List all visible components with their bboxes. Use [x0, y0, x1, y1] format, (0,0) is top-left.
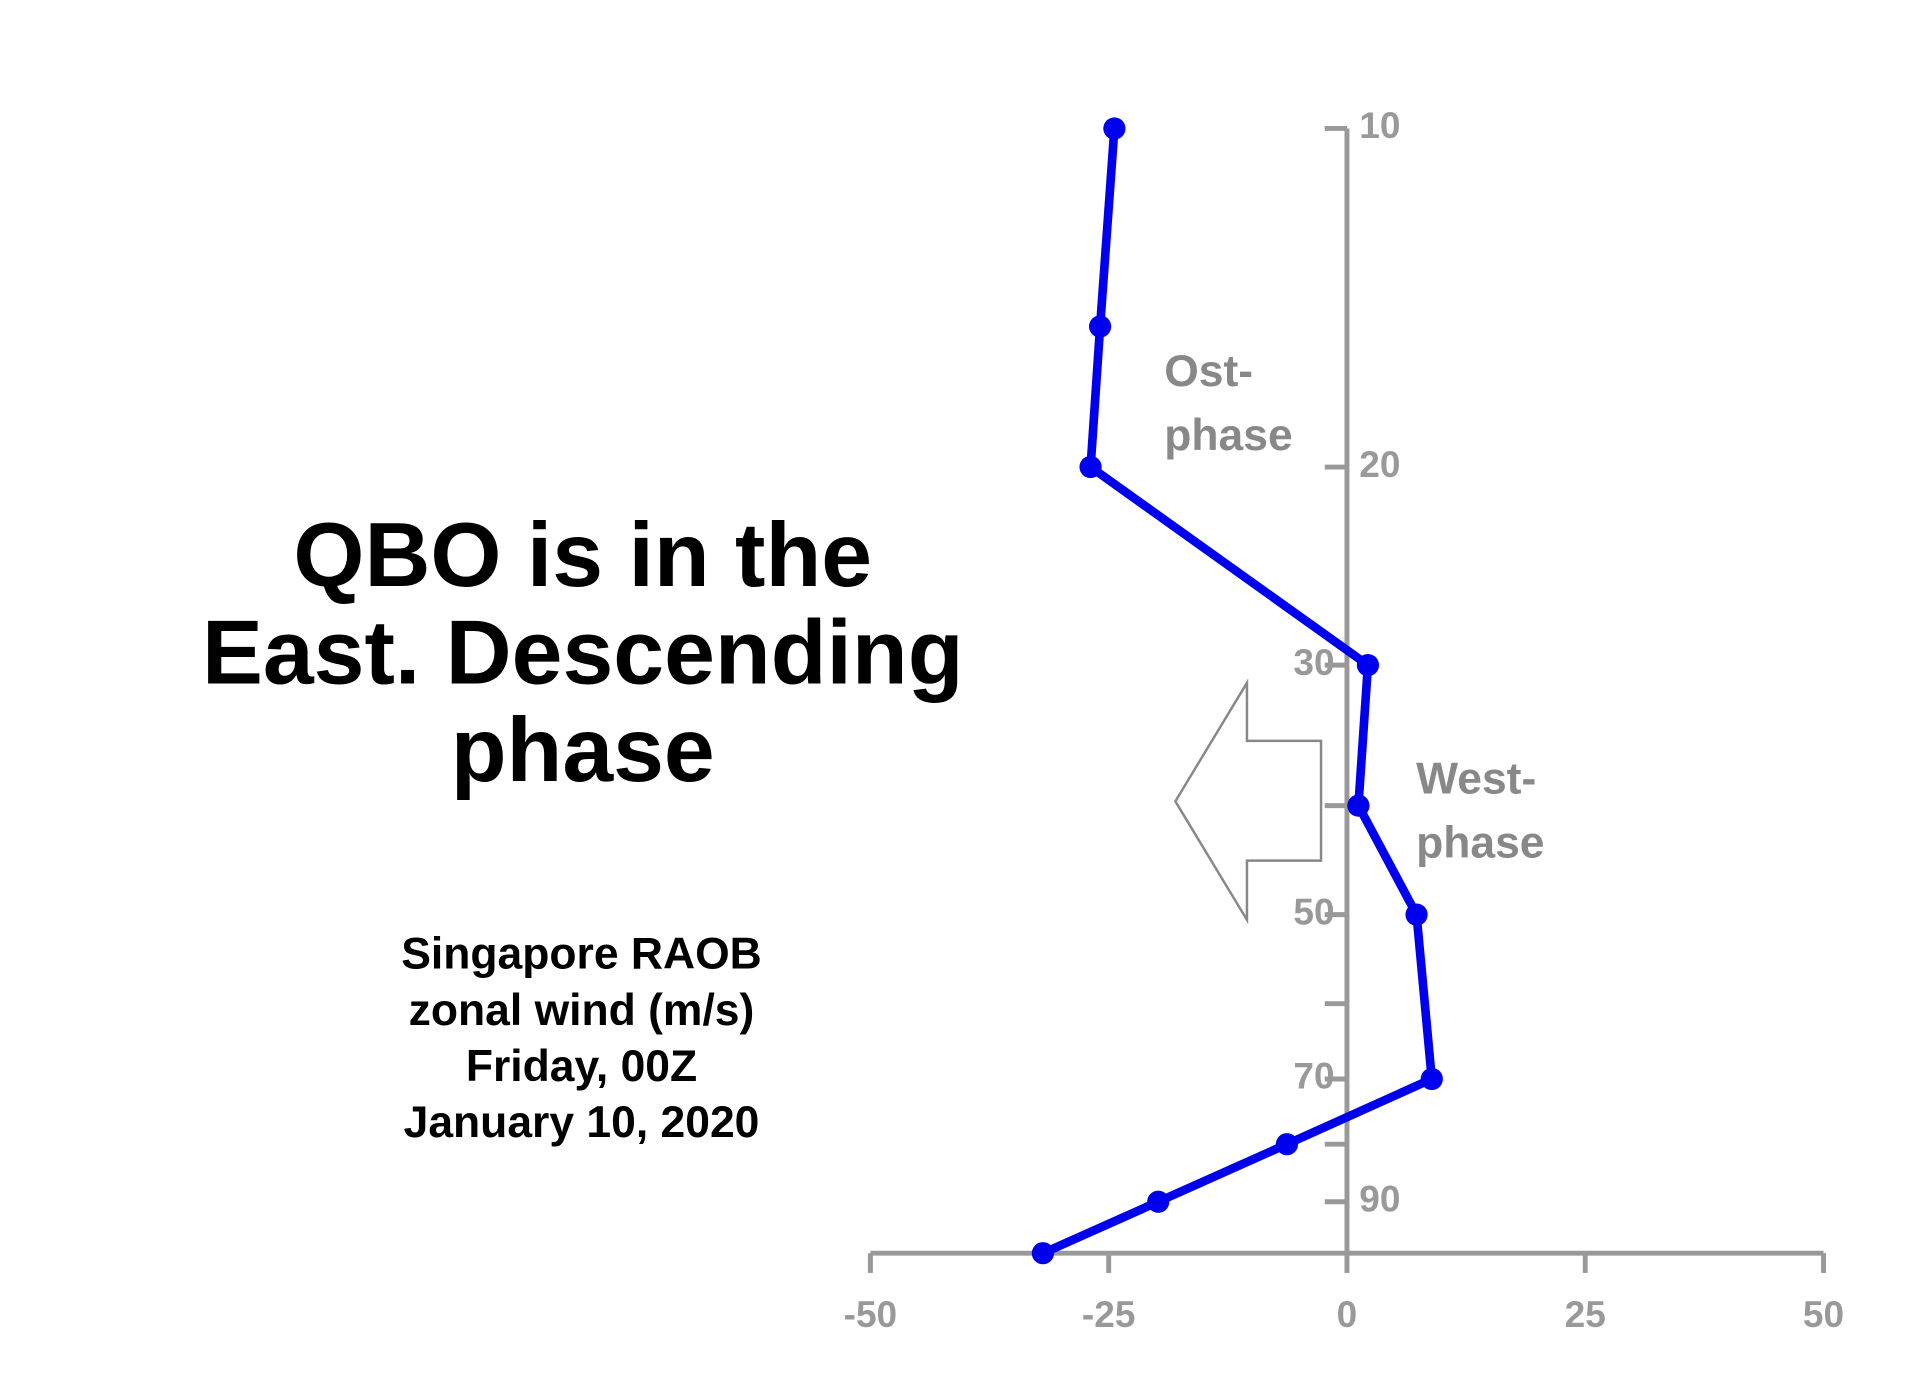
subtitle: January 10, 2020 [404, 1098, 760, 1147]
profile-line [1041, 128, 1437, 1258]
data-point [1420, 1067, 1443, 1091]
data-point [1147, 1190, 1170, 1213]
data-point [1347, 794, 1370, 817]
arrow-shape [1173, 678, 1323, 925]
data-point [1275, 1133, 1299, 1156]
chart-title: QBO is in the [293, 504, 872, 606]
annotation: phase [1164, 411, 1292, 460]
annotation: West- [1416, 754, 1536, 803]
data-point [1088, 315, 1112, 338]
x-tick-label: 0 [1337, 1293, 1358, 1335]
data-point [1031, 1242, 1055, 1265]
annotation: Ost- [1164, 347, 1253, 396]
x-tick-label: -50 [844, 1293, 898, 1335]
y-tick-label: 30 [1293, 641, 1334, 683]
y-tick-label: 90 [1359, 1178, 1400, 1220]
x-tick-label: 50 [1803, 1293, 1844, 1335]
data-point [1405, 903, 1428, 926]
x-tick-label: 25 [1565, 1293, 1606, 1335]
data-point [1356, 653, 1380, 677]
subtitle: Friday, 00Z [466, 1042, 697, 1091]
data-point [1103, 117, 1126, 140]
y-tick-label: 20 [1359, 443, 1400, 485]
subtitle: Singapore RAOB [401, 930, 761, 979]
chart-title: East. Descending [202, 601, 964, 703]
y-tick-label: 10 [1359, 104, 1400, 146]
y-tick-label: 70 [1293, 1055, 1334, 1097]
subtitle: zonal wind (m/s) [409, 986, 755, 1035]
x-tick-label: -25 [1082, 1293, 1136, 1335]
chart-title: phase [451, 699, 715, 801]
data-point [1079, 455, 1102, 479]
annotation: phase [1416, 819, 1544, 868]
y-tick-label: 50 [1293, 890, 1334, 932]
